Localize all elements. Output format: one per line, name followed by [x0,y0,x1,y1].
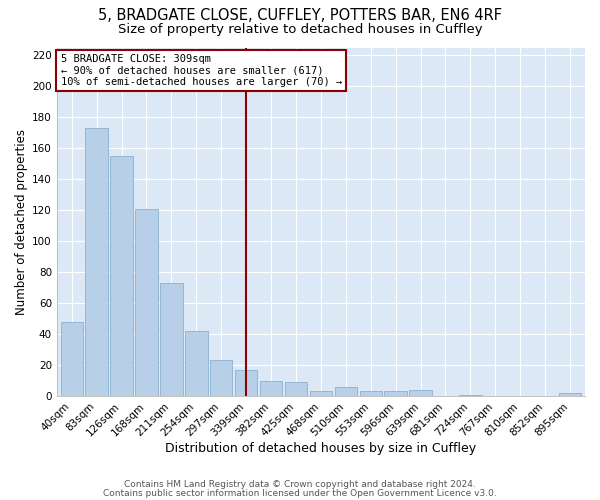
Text: Contains public sector information licensed under the Open Government Licence v3: Contains public sector information licen… [103,489,497,498]
Bar [61,322,83,396]
Bar [160,283,182,396]
Text: 5, BRADGATE CLOSE, CUFFLEY, POTTERS BAR, EN6 4RF: 5, BRADGATE CLOSE, CUFFLEY, POTTERS BAR,… [98,8,502,22]
Text: Size of property relative to detached houses in Cuffley: Size of property relative to detached ho… [118,22,482,36]
Bar [185,331,208,396]
Bar [110,156,133,396]
Bar [459,394,482,396]
Bar [359,392,382,396]
Bar [335,387,357,396]
Text: Contains HM Land Registry data © Crown copyright and database right 2024.: Contains HM Land Registry data © Crown c… [124,480,476,489]
Bar [235,370,257,396]
Bar [85,128,108,396]
Bar [559,393,581,396]
Text: 5 BRADGATE CLOSE: 309sqm
← 90% of detached houses are smaller (617)
10% of semi-: 5 BRADGATE CLOSE: 309sqm ← 90% of detach… [61,54,342,87]
Bar [210,360,232,396]
Bar [135,208,158,396]
Bar [285,382,307,396]
Bar [409,390,432,396]
Bar [385,392,407,396]
Bar [260,380,282,396]
Y-axis label: Number of detached properties: Number of detached properties [15,129,28,315]
Bar [310,392,332,396]
X-axis label: Distribution of detached houses by size in Cuffley: Distribution of detached houses by size … [166,442,476,455]
